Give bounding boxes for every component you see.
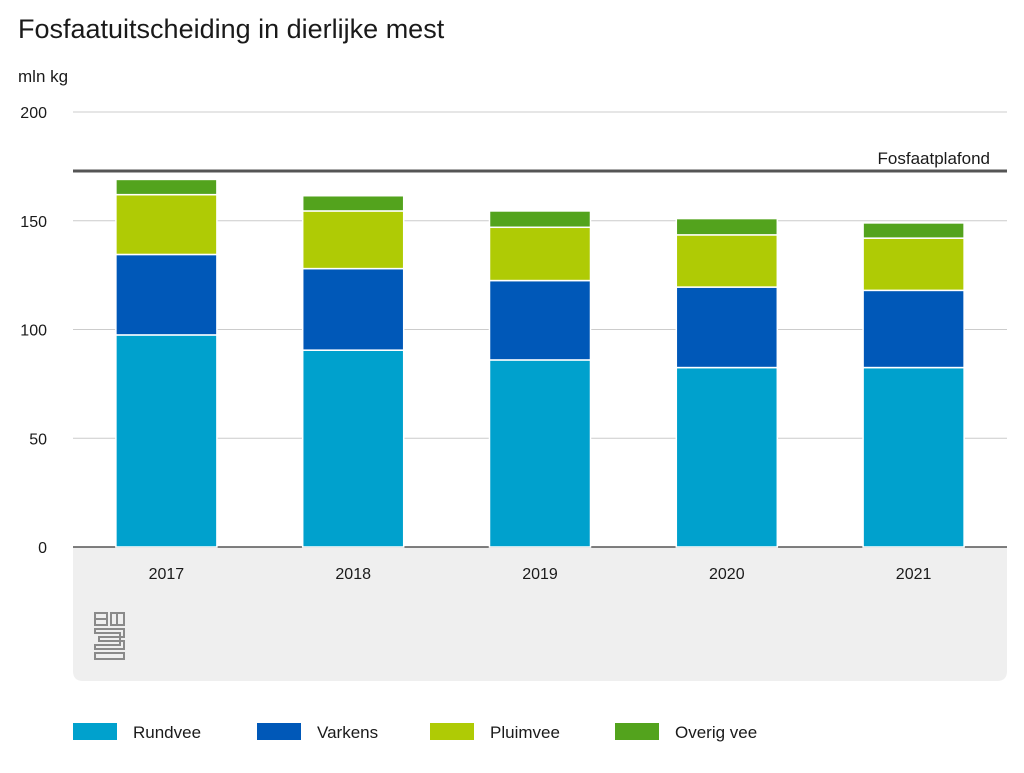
bar-segment-overig-vee	[488, 210, 592, 229]
legend-item: Rundvee	[73, 723, 201, 742]
x-tick-label: 2017	[149, 566, 185, 583]
y-tick-label: 200	[20, 105, 47, 122]
bar-segment-rundvee	[675, 366, 779, 548]
legend-label: Rundvee	[133, 723, 201, 742]
y-tick-label: 100	[20, 323, 47, 340]
bar-segment-rundvee	[301, 349, 405, 548]
legend-swatch	[257, 723, 301, 740]
bar-segment-pluimvee	[301, 210, 405, 270]
y-tick-labels: 0 50 100 150 200	[20, 105, 47, 557]
bar-segment-rundvee	[115, 334, 218, 548]
bar-segment-varkens	[675, 286, 779, 369]
bar-segment-varkens	[862, 289, 965, 369]
bar-segment-pluimvee	[488, 226, 592, 282]
chart-title: Fosfaatuitscheiding in dierlijke mest	[18, 14, 445, 44]
bar-segment-overig-vee	[675, 217, 779, 236]
legend-item: Pluimvee	[430, 723, 560, 742]
y-tick-label: 150	[20, 214, 47, 231]
bars	[115, 178, 965, 548]
bar-segment-varkens	[301, 267, 405, 351]
x-tick-label: 2018	[335, 566, 371, 583]
bar-segment-varkens	[115, 253, 218, 336]
legend-swatch	[615, 723, 659, 740]
legend-item: Varkens	[257, 723, 378, 742]
bar-segment-pluimvee	[675, 234, 779, 288]
reference-line-group: Fosfaatplafond	[73, 149, 1007, 173]
bar-segment-rundvee	[862, 366, 965, 548]
bar-segment-varkens	[488, 279, 592, 361]
y-axis-label: mln kg	[18, 67, 68, 86]
legend-item: Overig vee	[615, 723, 757, 742]
footer-panel	[73, 547, 1007, 681]
legend: Rundvee Varkens Pluimvee Overig vee	[73, 723, 757, 742]
bar-segment-overig-vee	[115, 178, 218, 196]
legend-label: Overig vee	[675, 723, 757, 742]
x-tick-label: 2021	[896, 566, 932, 583]
y-tick-label: 0	[38, 540, 47, 557]
x-tick-label: 2019	[522, 566, 558, 583]
legend-swatch	[430, 723, 474, 740]
legend-label: Varkens	[317, 723, 378, 742]
x-tick-label: 2020	[709, 566, 745, 583]
bar-segment-overig-vee	[301, 194, 405, 212]
legend-label: Pluimvee	[490, 723, 560, 742]
legend-swatch	[73, 723, 117, 740]
cbs-logo-icon	[94, 612, 125, 660]
bar-segment-overig-vee	[862, 222, 965, 239]
reference-line-label: Fosfaatplafond	[878, 149, 990, 168]
bar-segment-pluimvee	[862, 237, 965, 292]
x-tick-labels: 2017 2018 2019 2020 2021	[149, 566, 932, 583]
bar-segment-rundvee	[488, 359, 592, 548]
bar-segment-pluimvee	[115, 193, 218, 256]
y-tick-label: 50	[29, 431, 47, 448]
